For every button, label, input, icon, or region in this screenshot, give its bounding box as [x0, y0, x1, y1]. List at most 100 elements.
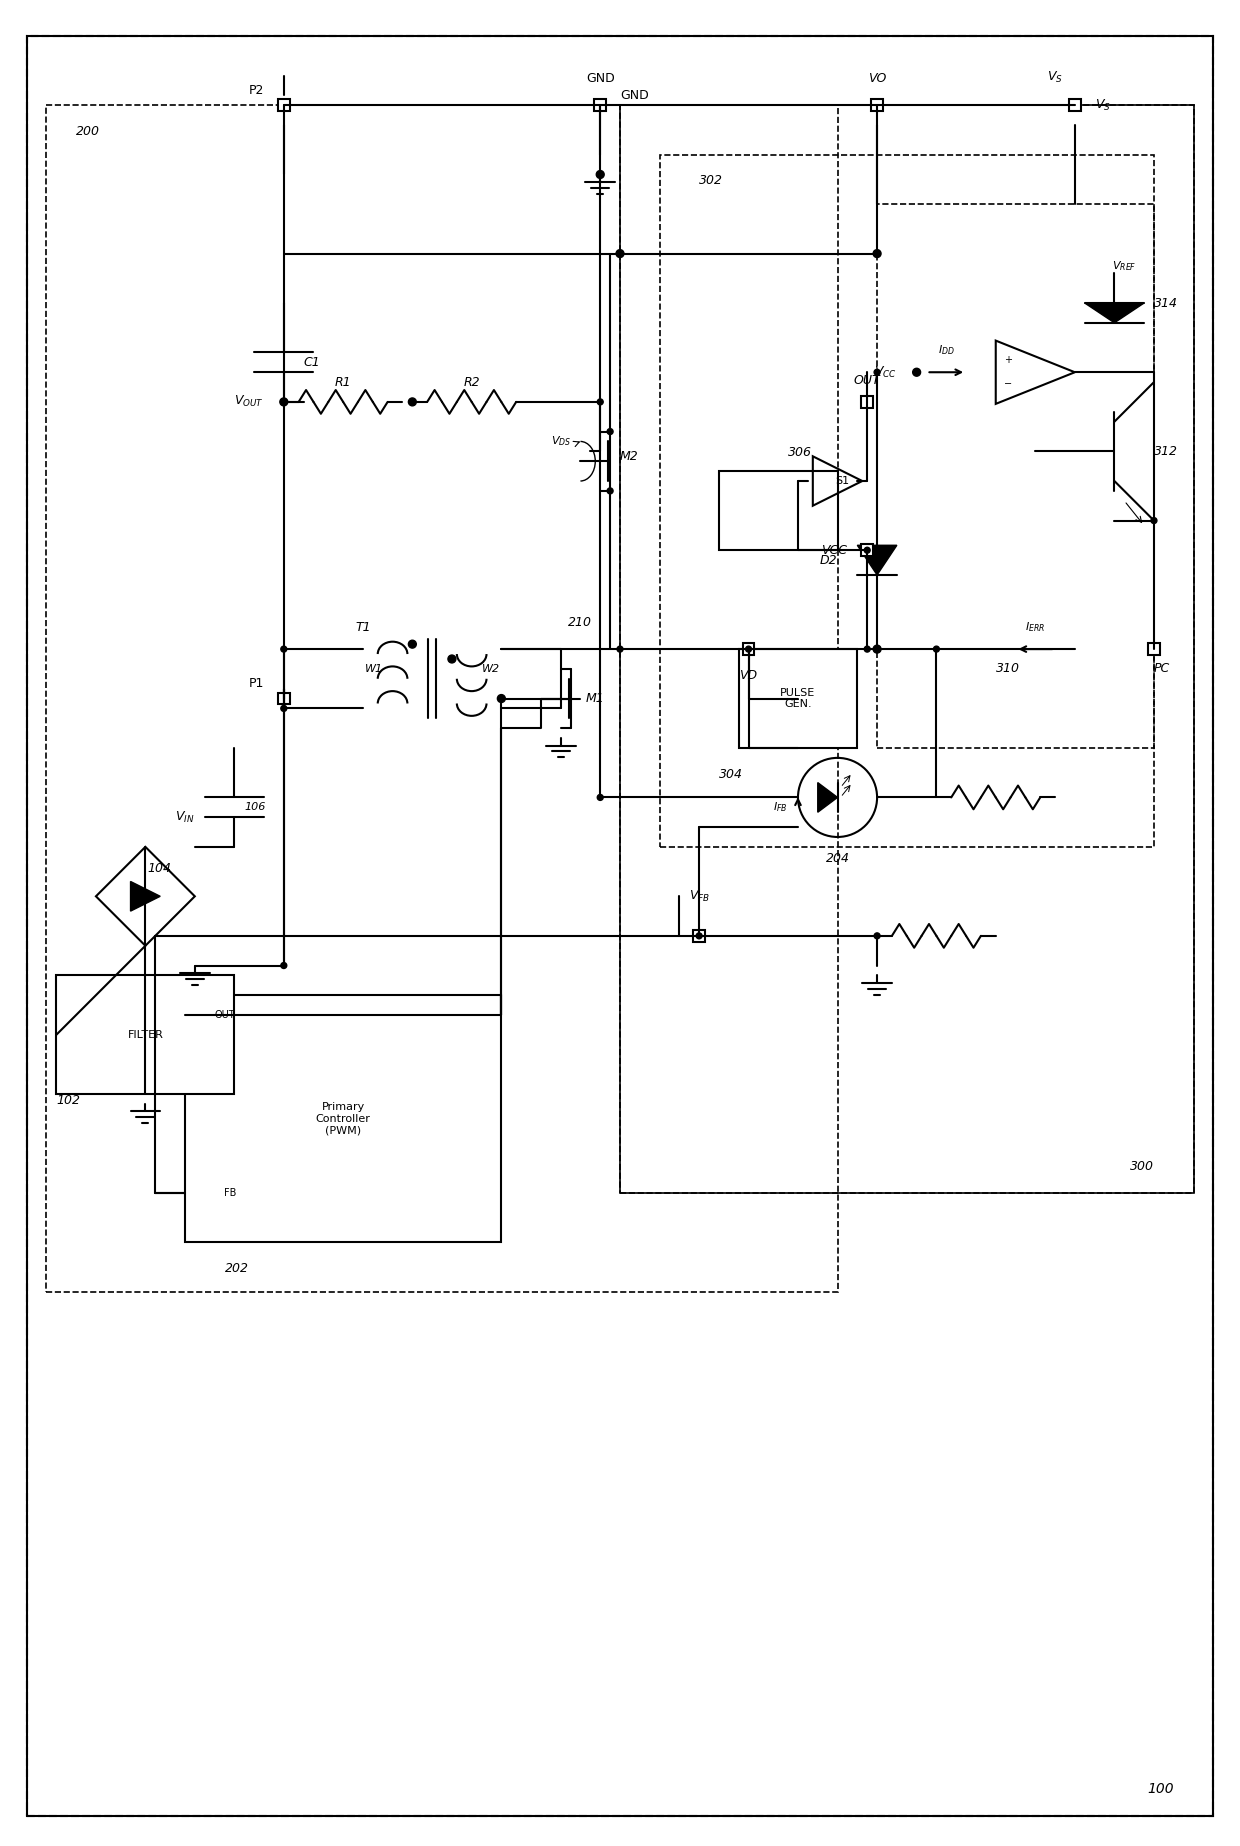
Text: S1: S1 — [836, 476, 849, 485]
Circle shape — [873, 644, 882, 653]
Text: P2: P2 — [249, 83, 264, 98]
Circle shape — [598, 399, 603, 404]
Circle shape — [608, 487, 613, 495]
Bar — [719, 471, 837, 550]
Text: 202: 202 — [224, 1263, 248, 1276]
Circle shape — [497, 694, 505, 703]
Circle shape — [408, 641, 417, 648]
Bar — [739, 650, 857, 748]
Bar — [693, 930, 706, 941]
Text: −: − — [1003, 378, 1012, 390]
Bar — [877, 205, 1154, 748]
Text: PULSE
GEN.: PULSE GEN. — [780, 689, 816, 709]
Text: OUT: OUT — [215, 1010, 234, 1021]
Text: M1: M1 — [585, 692, 604, 705]
Bar — [862, 545, 873, 556]
Text: 302: 302 — [699, 175, 723, 188]
Text: $I_{FB}$: $I_{FB}$ — [774, 801, 789, 814]
Bar — [594, 100, 606, 111]
Bar — [1148, 642, 1159, 655]
Text: +: + — [1003, 356, 1012, 366]
Text: $V_{IN}$: $V_{IN}$ — [175, 810, 195, 825]
Text: $I_{DD}$: $I_{DD}$ — [937, 343, 955, 358]
Text: T1: T1 — [355, 622, 371, 635]
Circle shape — [598, 794, 603, 801]
Text: W1: W1 — [365, 665, 383, 674]
Text: VD: VD — [739, 668, 758, 681]
Text: 210: 210 — [568, 617, 593, 629]
Circle shape — [280, 399, 286, 404]
Text: 310: 310 — [996, 663, 1019, 676]
Circle shape — [616, 249, 624, 258]
Text: GND: GND — [585, 72, 615, 85]
Bar — [620, 105, 1194, 1193]
Circle shape — [934, 646, 940, 652]
Circle shape — [280, 399, 286, 404]
Circle shape — [874, 369, 880, 375]
Circle shape — [745, 646, 751, 652]
Bar — [620, 105, 1194, 1193]
Circle shape — [874, 932, 880, 940]
Text: 102: 102 — [56, 1095, 81, 1108]
Circle shape — [408, 399, 417, 406]
Polygon shape — [130, 882, 160, 912]
Text: 100: 100 — [1147, 1781, 1174, 1796]
Text: 304: 304 — [719, 768, 743, 781]
Text: GND: GND — [620, 89, 649, 102]
Text: OUT: OUT — [854, 375, 880, 388]
Bar — [660, 155, 1154, 847]
Circle shape — [608, 428, 613, 434]
Bar — [743, 642, 754, 655]
Text: FILTER: FILTER — [128, 1030, 164, 1039]
Text: R2: R2 — [464, 375, 480, 390]
Bar — [278, 100, 290, 111]
Text: 200: 200 — [76, 126, 100, 138]
Circle shape — [448, 655, 456, 663]
Text: $V_{OUT}$: $V_{OUT}$ — [234, 395, 264, 410]
Text: $V_{REF}$: $V_{REF}$ — [1112, 260, 1137, 273]
Circle shape — [873, 249, 882, 258]
Circle shape — [1151, 646, 1157, 652]
Text: C1: C1 — [304, 356, 320, 369]
Text: $V_{CC}$: $V_{CC}$ — [874, 366, 897, 380]
Bar — [872, 100, 883, 111]
Text: 106: 106 — [244, 803, 265, 812]
Circle shape — [864, 646, 870, 652]
Circle shape — [280, 705, 286, 711]
Text: P1: P1 — [249, 677, 264, 690]
Text: $V_{FB}$: $V_{FB}$ — [688, 888, 709, 905]
Bar — [1069, 100, 1081, 111]
Circle shape — [280, 646, 286, 652]
Bar — [56, 975, 234, 1095]
Polygon shape — [1085, 303, 1145, 323]
Bar — [862, 397, 873, 408]
Circle shape — [618, 646, 622, 652]
Circle shape — [596, 170, 604, 179]
Circle shape — [280, 962, 286, 969]
Circle shape — [864, 546, 870, 554]
Polygon shape — [857, 545, 897, 574]
Text: VO: VO — [868, 72, 887, 85]
Text: VCC: VCC — [821, 545, 847, 557]
Text: $V_S$: $V_S$ — [1095, 98, 1111, 113]
Text: 306: 306 — [789, 447, 812, 460]
Circle shape — [696, 932, 702, 940]
Text: R1: R1 — [335, 375, 351, 390]
Text: $I_{ERR}$: $I_{ERR}$ — [1025, 620, 1045, 635]
Text: 314: 314 — [1154, 297, 1178, 310]
Text: $V_{DS}$: $V_{DS}$ — [551, 434, 570, 449]
Bar — [185, 995, 501, 1242]
Circle shape — [280, 399, 288, 406]
Circle shape — [913, 369, 920, 377]
Text: M2: M2 — [620, 450, 639, 463]
Text: PC: PC — [1154, 663, 1171, 676]
Polygon shape — [817, 783, 837, 812]
Bar — [278, 692, 290, 705]
Text: 104: 104 — [148, 862, 171, 875]
Text: W2: W2 — [481, 665, 500, 674]
Text: 204: 204 — [826, 851, 849, 864]
Text: D2: D2 — [820, 554, 837, 567]
Text: FB: FB — [224, 1189, 237, 1198]
Circle shape — [1151, 517, 1157, 524]
Bar — [46, 105, 837, 1292]
